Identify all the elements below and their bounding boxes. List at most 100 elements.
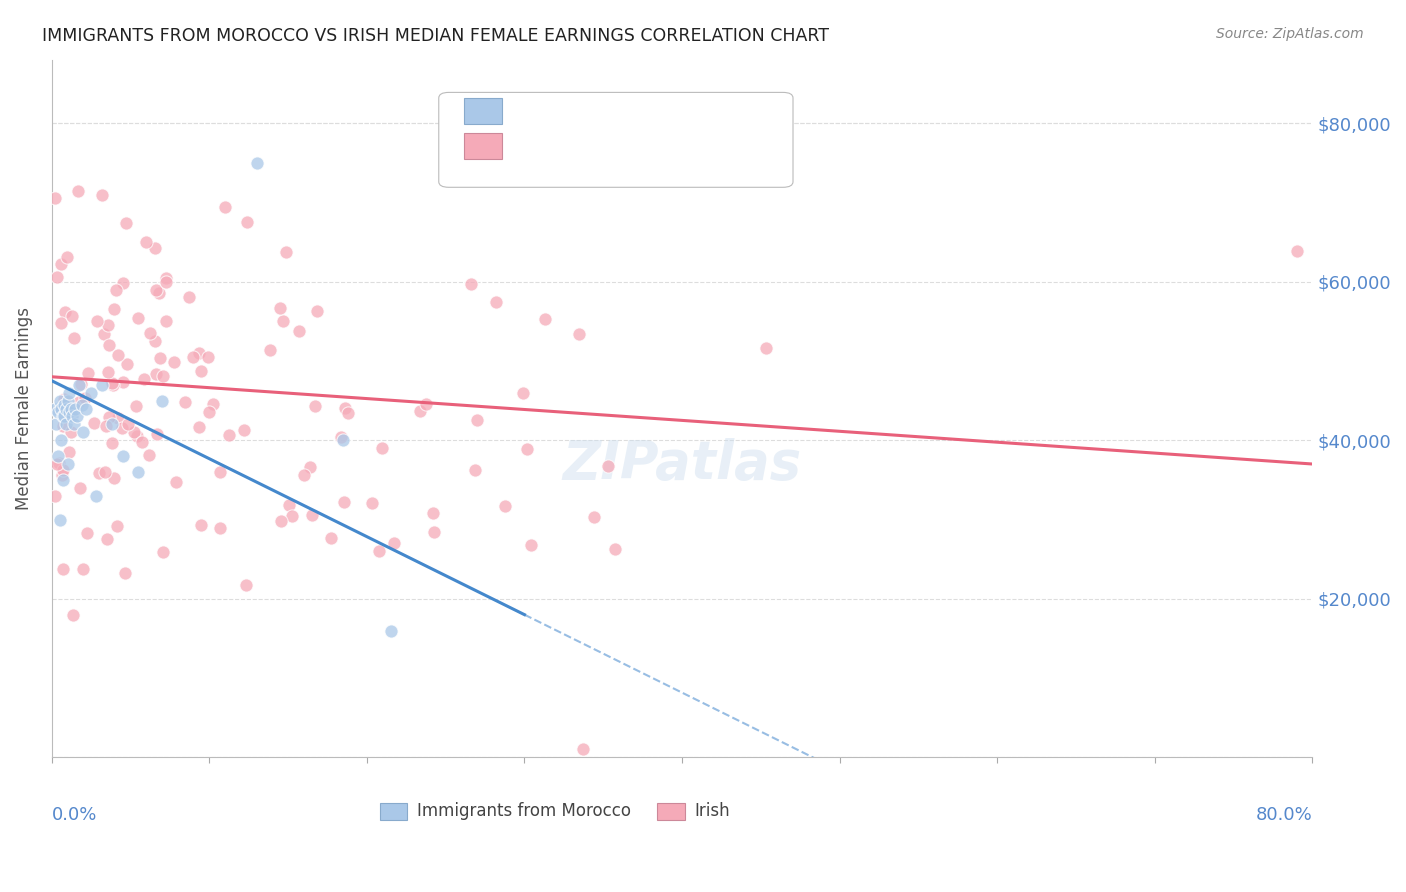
Point bbox=[86, 314, 108, 328]
Point bbox=[72, 562, 94, 576]
Point bbox=[269, 301, 291, 315]
Point bbox=[51, 401, 73, 416]
Point bbox=[190, 517, 212, 532]
Point bbox=[48, 456, 70, 470]
Point bbox=[301, 508, 323, 522]
Point bbox=[91, 188, 114, 202]
Point bbox=[60, 425, 83, 440]
Point bbox=[65, 401, 87, 416]
Point bbox=[495, 499, 517, 513]
Point bbox=[304, 399, 326, 413]
Point bbox=[75, 401, 97, 416]
Point bbox=[52, 562, 75, 576]
Point bbox=[423, 524, 446, 539]
Point bbox=[177, 290, 200, 304]
Point bbox=[148, 286, 170, 301]
Point bbox=[59, 401, 82, 416]
Point bbox=[520, 538, 543, 552]
Point bbox=[181, 350, 204, 364]
Point bbox=[72, 425, 94, 440]
Point bbox=[1285, 244, 1308, 258]
Point bbox=[53, 398, 76, 412]
Point bbox=[70, 377, 93, 392]
Point bbox=[51, 434, 73, 448]
Point bbox=[135, 235, 157, 249]
Point bbox=[380, 624, 402, 638]
Point bbox=[107, 410, 129, 425]
Point bbox=[152, 368, 174, 383]
Point bbox=[146, 427, 169, 442]
Point bbox=[603, 541, 626, 556]
Point bbox=[188, 346, 211, 360]
Point bbox=[371, 441, 394, 455]
Point bbox=[150, 393, 173, 408]
Point bbox=[91, 377, 114, 392]
Point bbox=[281, 508, 304, 523]
Point bbox=[66, 184, 89, 198]
Text: R = -0.225   N = 137: R = -0.225 N = 137 bbox=[517, 137, 706, 155]
Point bbox=[754, 341, 776, 355]
Point bbox=[155, 271, 177, 285]
Point bbox=[46, 449, 69, 463]
Point bbox=[56, 250, 79, 264]
Point bbox=[80, 385, 103, 400]
Point bbox=[155, 314, 177, 328]
Point bbox=[48, 393, 70, 408]
Point bbox=[329, 430, 352, 444]
Point bbox=[145, 334, 167, 349]
Point bbox=[115, 216, 138, 230]
Point bbox=[214, 200, 236, 214]
Bar bbox=[464, 133, 502, 160]
Point bbox=[97, 410, 120, 425]
Bar bbox=[657, 803, 685, 821]
Point bbox=[460, 277, 482, 291]
Point bbox=[138, 448, 160, 462]
Point bbox=[145, 283, 167, 297]
Point bbox=[56, 457, 79, 471]
Point bbox=[337, 406, 360, 420]
Point bbox=[100, 417, 122, 432]
Point bbox=[467, 413, 489, 427]
Point bbox=[409, 404, 432, 418]
Point bbox=[44, 191, 66, 205]
Point bbox=[218, 427, 240, 442]
Point bbox=[53, 305, 76, 319]
Bar bbox=[380, 803, 408, 821]
Point bbox=[292, 468, 315, 483]
Point bbox=[101, 435, 124, 450]
Point bbox=[51, 257, 73, 271]
Point bbox=[84, 489, 107, 503]
Point bbox=[236, 215, 259, 229]
Point bbox=[131, 434, 153, 449]
Point bbox=[464, 463, 486, 477]
Point bbox=[197, 350, 219, 364]
Point bbox=[55, 417, 77, 432]
Point bbox=[368, 544, 391, 558]
Point bbox=[572, 742, 595, 756]
Point bbox=[94, 465, 117, 479]
Point bbox=[422, 506, 444, 520]
Point bbox=[46, 270, 69, 285]
Point bbox=[111, 421, 134, 435]
Point bbox=[598, 458, 620, 473]
Point bbox=[145, 367, 167, 381]
Point bbox=[111, 375, 134, 389]
Point bbox=[111, 449, 134, 463]
Point bbox=[58, 445, 80, 459]
Point bbox=[155, 275, 177, 289]
Point bbox=[516, 442, 538, 456]
Point bbox=[87, 467, 110, 481]
Point bbox=[60, 409, 83, 424]
Point bbox=[62, 417, 84, 432]
Text: Immigrants from Morocco: Immigrants from Morocco bbox=[418, 803, 631, 821]
Point bbox=[98, 338, 121, 352]
Point bbox=[53, 392, 76, 406]
Point bbox=[208, 465, 231, 479]
Text: Irish: Irish bbox=[695, 803, 730, 821]
Point bbox=[208, 521, 231, 535]
Point bbox=[69, 481, 91, 495]
Point bbox=[299, 460, 322, 475]
Point bbox=[97, 318, 120, 332]
Point bbox=[152, 544, 174, 558]
Point bbox=[246, 155, 269, 169]
